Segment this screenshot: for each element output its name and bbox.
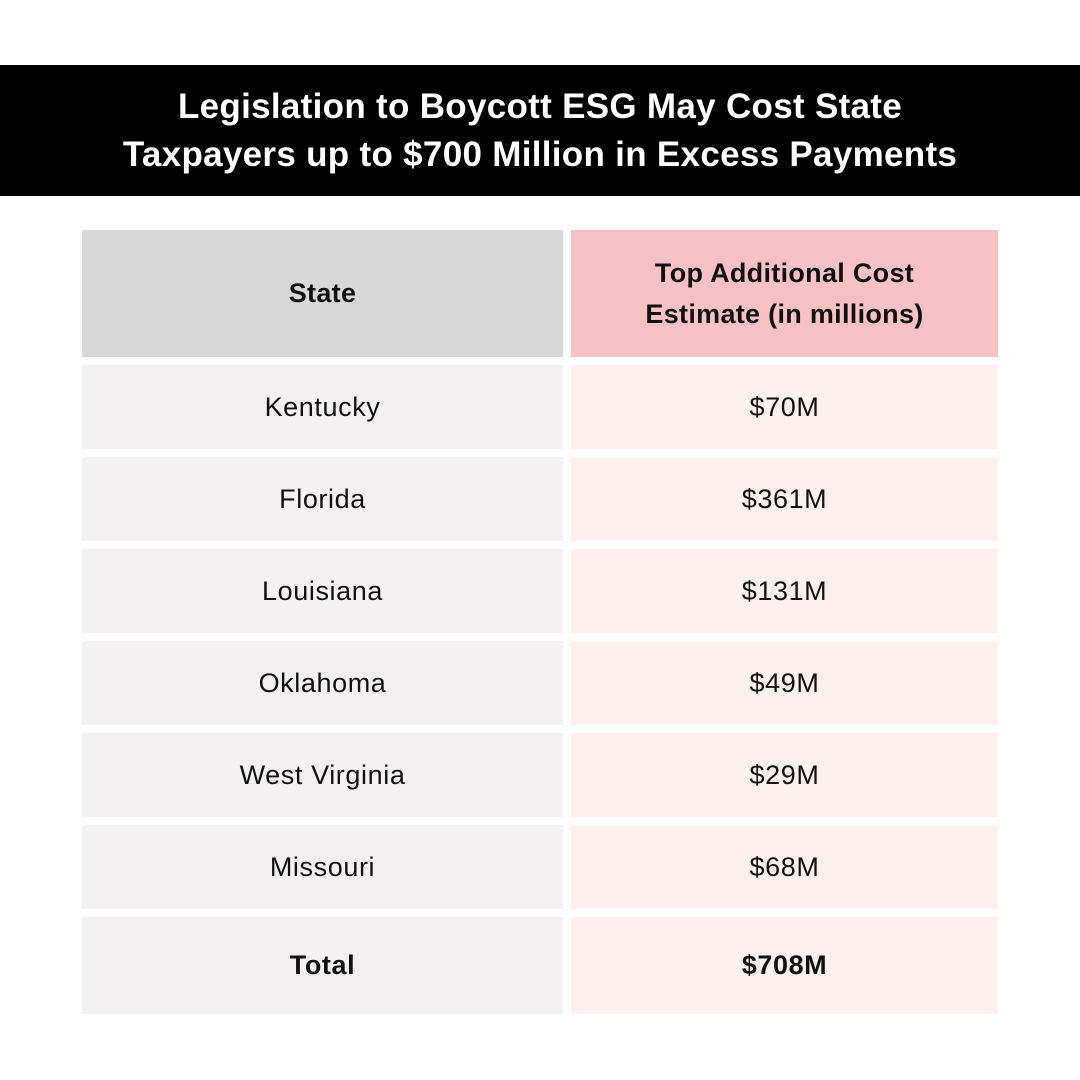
row-state-florida: Florida — [82, 457, 563, 541]
header-cost: Top Additional Cost Estimate (in million… — [571, 230, 998, 357]
row-cost-missouri: $68M — [571, 825, 998, 909]
row-state-kentucky: Kentucky — [82, 365, 563, 449]
header-cost-label-line-1: Top Additional Cost — [654, 257, 915, 288]
header-cost-label-line-2: Estimate (in millions) — [645, 298, 924, 329]
total-cost: $708M — [571, 917, 998, 1014]
row-state-west-virginia: West Virginia — [82, 733, 563, 817]
row-state-oklahoma: Oklahoma — [82, 641, 563, 725]
row-cost-oklahoma: $49M — [571, 641, 998, 725]
row-state-missouri: Missouri — [82, 825, 563, 909]
row-state-louisiana: Louisiana — [82, 549, 563, 633]
header-state: State — [82, 230, 563, 357]
title-line-1: Legislation to Boycott ESG May Cost Stat… — [177, 86, 903, 126]
row-cost-florida: $361M — [571, 457, 998, 541]
row-cost-west-virginia: $29M — [571, 733, 998, 817]
total-label: Total — [82, 917, 563, 1014]
row-cost-louisiana: $131M — [571, 549, 998, 633]
header-state-label: State — [288, 278, 357, 308]
row-cost-kentucky: $70M — [571, 365, 998, 449]
title-banner: Legislation to Boycott ESG May Cost Stat… — [0, 65, 1080, 196]
title-line-2: Taxpayers up to $700 Million in Excess P… — [122, 134, 958, 174]
